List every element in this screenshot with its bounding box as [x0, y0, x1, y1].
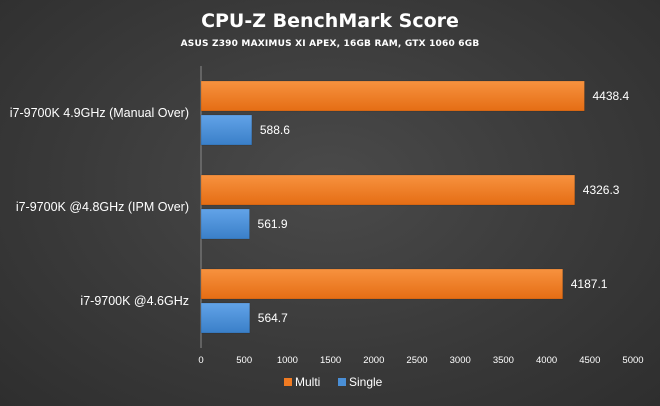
data-label: 4438.4: [592, 89, 629, 103]
x-tick-label: 2000: [363, 355, 384, 366]
x-tick-label: 1500: [320, 355, 341, 366]
x-tick-label: 0: [198, 355, 203, 366]
data-label: 588.6: [260, 123, 290, 137]
bar-multi: [200, 268, 564, 300]
category-label: i7-9700K @4.8GHz (IPM Over): [16, 200, 189, 214]
legend: Multi Single: [284, 375, 383, 389]
bar-single: [200, 208, 250, 240]
data-label: 4187.1: [571, 277, 608, 291]
legend-label: Multi: [295, 375, 320, 389]
x-axis: 0 500 1000 1500 2000 2500 3000 3500 4000 4500 5000: [198, 355, 643, 366]
x-tick-label: 3000: [450, 355, 471, 366]
x-tick-label: 1000: [277, 355, 298, 366]
x-tick-label: 5000: [622, 355, 643, 366]
bar-single: [200, 302, 251, 334]
legend-swatch-multi: [284, 378, 292, 386]
x-tick-label: 3500: [493, 355, 514, 366]
bar-single: [200, 114, 253, 146]
x-tick-label: 4500: [579, 355, 600, 366]
chart-subtitle: ASUS Z390 MAXIMUS XI APEX, 16GB RAM, GTX…: [181, 39, 480, 49]
data-label: 4326.3: [583, 183, 620, 197]
x-tick-label: 500: [236, 355, 252, 366]
bar-multi: [200, 174, 576, 206]
category-labels: i7-9700K 4.9GHz (Manual Over) i7-9700K @4…: [10, 106, 189, 308]
category-label: i7-9700K 4.9GHz (Manual Over): [10, 106, 189, 120]
bars: 4438.4 588.6 4326.3 561.9 4187.1 564.7: [200, 80, 630, 334]
category-label: i7-9700K @4.6GHz: [80, 294, 189, 308]
data-label: 564.7: [258, 311, 288, 325]
x-tick-label: 2500: [406, 355, 427, 366]
chart-title: CPU-Z BenchMark Score: [201, 10, 459, 32]
bar-multi: [200, 80, 585, 112]
legend-swatch-single: [338, 378, 346, 386]
legend-label: Single: [349, 375, 383, 389]
data-label: 561.9: [258, 217, 288, 231]
x-tick-label: 4000: [536, 355, 557, 366]
